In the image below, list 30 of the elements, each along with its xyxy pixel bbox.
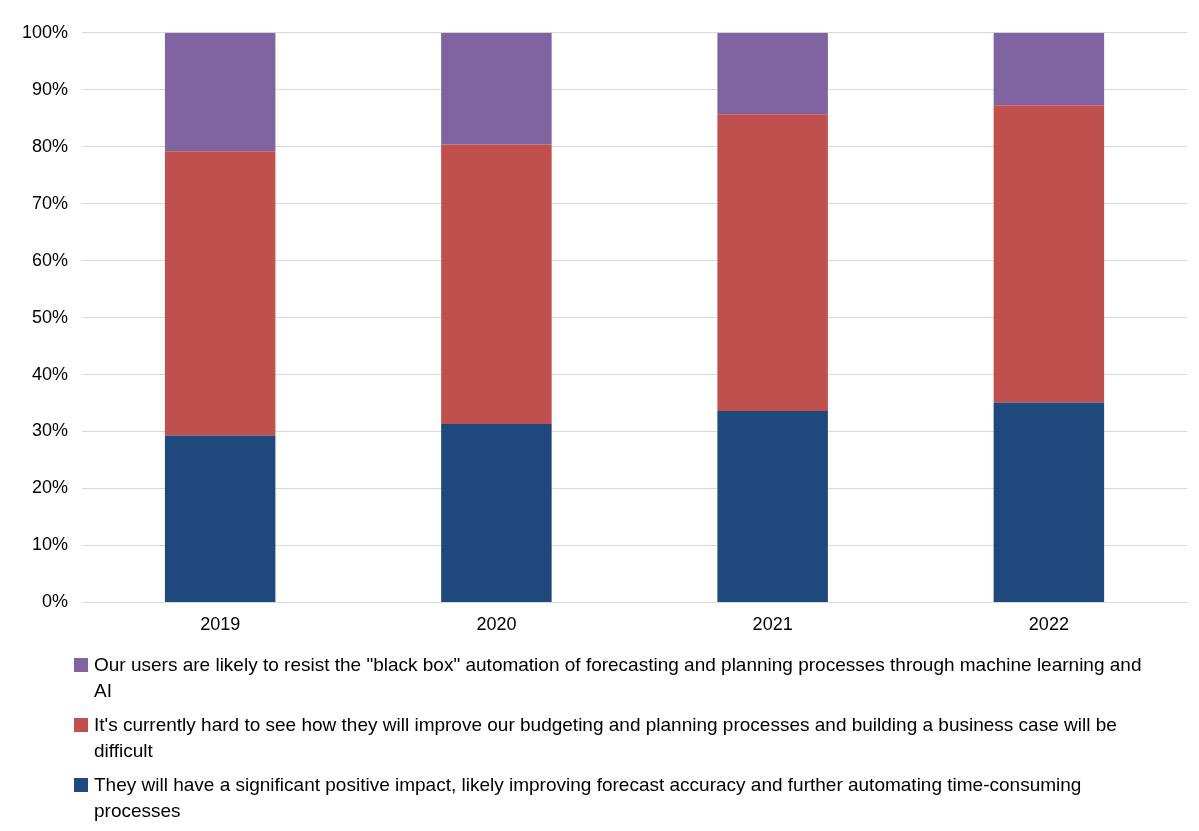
bar bbox=[993, 32, 1105, 106]
legend-label: They will have a significant positive impact, likely improving forecast accuracy and further automating time-consuming processes bbox=[94, 773, 1083, 823]
bar bbox=[717, 114, 828, 412]
bar bbox=[441, 424, 552, 602]
x-tick-label: 2019 bbox=[200, 614, 241, 635]
bar bbox=[164, 32, 276, 152]
y-tick-label: 70% bbox=[32, 192, 69, 213]
y-tick-label: 30% bbox=[32, 420, 69, 441]
bar bbox=[993, 105, 1105, 403]
bar bbox=[993, 402, 1105, 602]
y-tick-label: 100% bbox=[21, 21, 69, 42]
y-tick-label: 60% bbox=[32, 249, 69, 270]
y-tick-label: 0% bbox=[42, 591, 69, 612]
bar bbox=[164, 435, 276, 602]
y-tick-label: 80% bbox=[32, 135, 69, 156]
bar bbox=[441, 144, 552, 425]
x-tick-label: 2022 bbox=[1028, 614, 1069, 635]
y-tick-label: 50% bbox=[32, 306, 69, 327]
x-tick-label: 2021 bbox=[752, 614, 793, 635]
y-tick-label: 90% bbox=[32, 78, 69, 99]
bar bbox=[717, 411, 828, 602]
y-tick-label: 40% bbox=[32, 363, 69, 384]
y-tick-label: 10% bbox=[32, 534, 69, 555]
bar bbox=[717, 32, 828, 115]
bar bbox=[164, 151, 276, 436]
legend-label: It's currently hard to see how they will improve our budgeting and planning processes and building a business case will be difficult bbox=[94, 713, 1118, 763]
x-tick-label: 2020 bbox=[476, 614, 517, 635]
bar bbox=[441, 32, 552, 145]
y-tick-label: 20% bbox=[32, 477, 69, 498]
legend-label: Our users are likely to resist the "black box" automation of forecasting and planning processes through machine learning and AI bbox=[94, 653, 1143, 703]
